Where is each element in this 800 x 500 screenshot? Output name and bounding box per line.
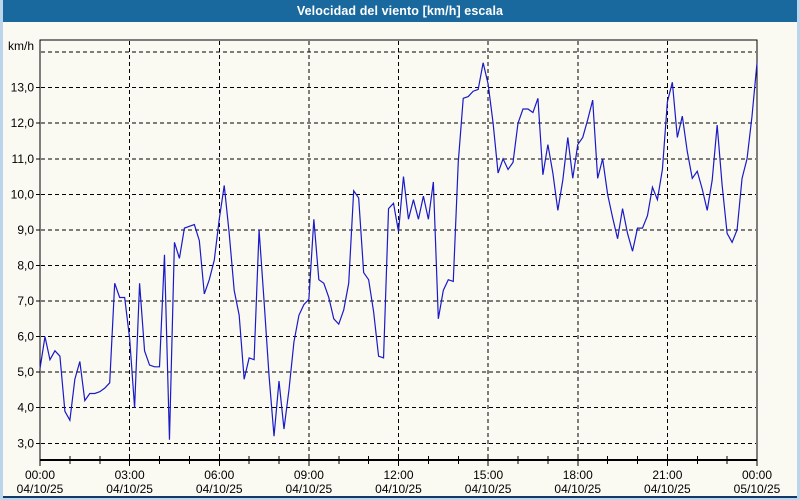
x-tick-time-label: 09:00 xyxy=(294,468,324,482)
x-tick-date-label: 04/10/25 xyxy=(196,482,243,496)
x-tick-date-label: 05/10/25 xyxy=(734,482,781,496)
x-tick-time-label: 00:00 xyxy=(742,468,772,482)
window-title: Velocidad del viento [km/h] escala xyxy=(296,4,504,18)
y-tick-label: 4,0 xyxy=(17,401,34,415)
y-tick-label: 12,0 xyxy=(11,116,35,130)
chart-panel: 3,0 4,0 5,0 6,0 7,0 8,0 9,0 10,0 11,0 12,0 13,0 km/… xyxy=(3,22,797,496)
x-tick-date-label: 04/10/25 xyxy=(465,482,512,496)
y-tick-label: 13,0 xyxy=(11,81,35,95)
x-tick-time-label: 12:00 xyxy=(383,468,413,482)
x-tick-date-label: 04/10/25 xyxy=(286,482,333,496)
wind-speed-line xyxy=(39,62,758,440)
plot-border xyxy=(39,39,758,461)
x-tick-time-label: 21:00 xyxy=(652,468,682,482)
x-tick-time-label: 15:00 xyxy=(473,468,503,482)
y-tick-label: 8,0 xyxy=(17,258,34,272)
x-tick-date-label: 04/10/25 xyxy=(644,482,691,496)
wind-speed-chart: 3,0 4,0 5,0 6,0 7,0 8,0 9,0 10,0 11,0 12,0 13,0 km/… xyxy=(8,39,781,496)
y-tick-label: 9,0 xyxy=(17,223,34,237)
y-tick-label: 11,0 xyxy=(12,152,35,166)
y-tick-label: 5,0 xyxy=(17,365,34,379)
x-tick-date-label: 04/10/25 xyxy=(106,482,153,496)
y-axis-unit-label: km/h xyxy=(8,39,34,53)
title-bar: Velocidad del viento [km/h] escala xyxy=(3,0,797,22)
x-tick-time-label: 06:00 xyxy=(204,468,234,482)
x-tick-time-label: 03:00 xyxy=(115,468,145,482)
x-tick-time-label: 00:00 xyxy=(25,468,55,482)
x-tick-date-label: 04/10/25 xyxy=(17,482,64,496)
y-tick-label: 7,0 xyxy=(17,294,34,308)
y-tick-label: 3,0 xyxy=(17,436,34,450)
y-tick-label: 6,0 xyxy=(17,330,34,344)
x-tick-date-label: 04/10/25 xyxy=(554,482,601,496)
y-tick-label: 10,0 xyxy=(11,187,35,201)
x-tick-time-label: 18:00 xyxy=(563,468,593,482)
x-tick-date-label: 04/10/25 xyxy=(375,482,422,496)
window-bottom-border xyxy=(3,496,797,498)
